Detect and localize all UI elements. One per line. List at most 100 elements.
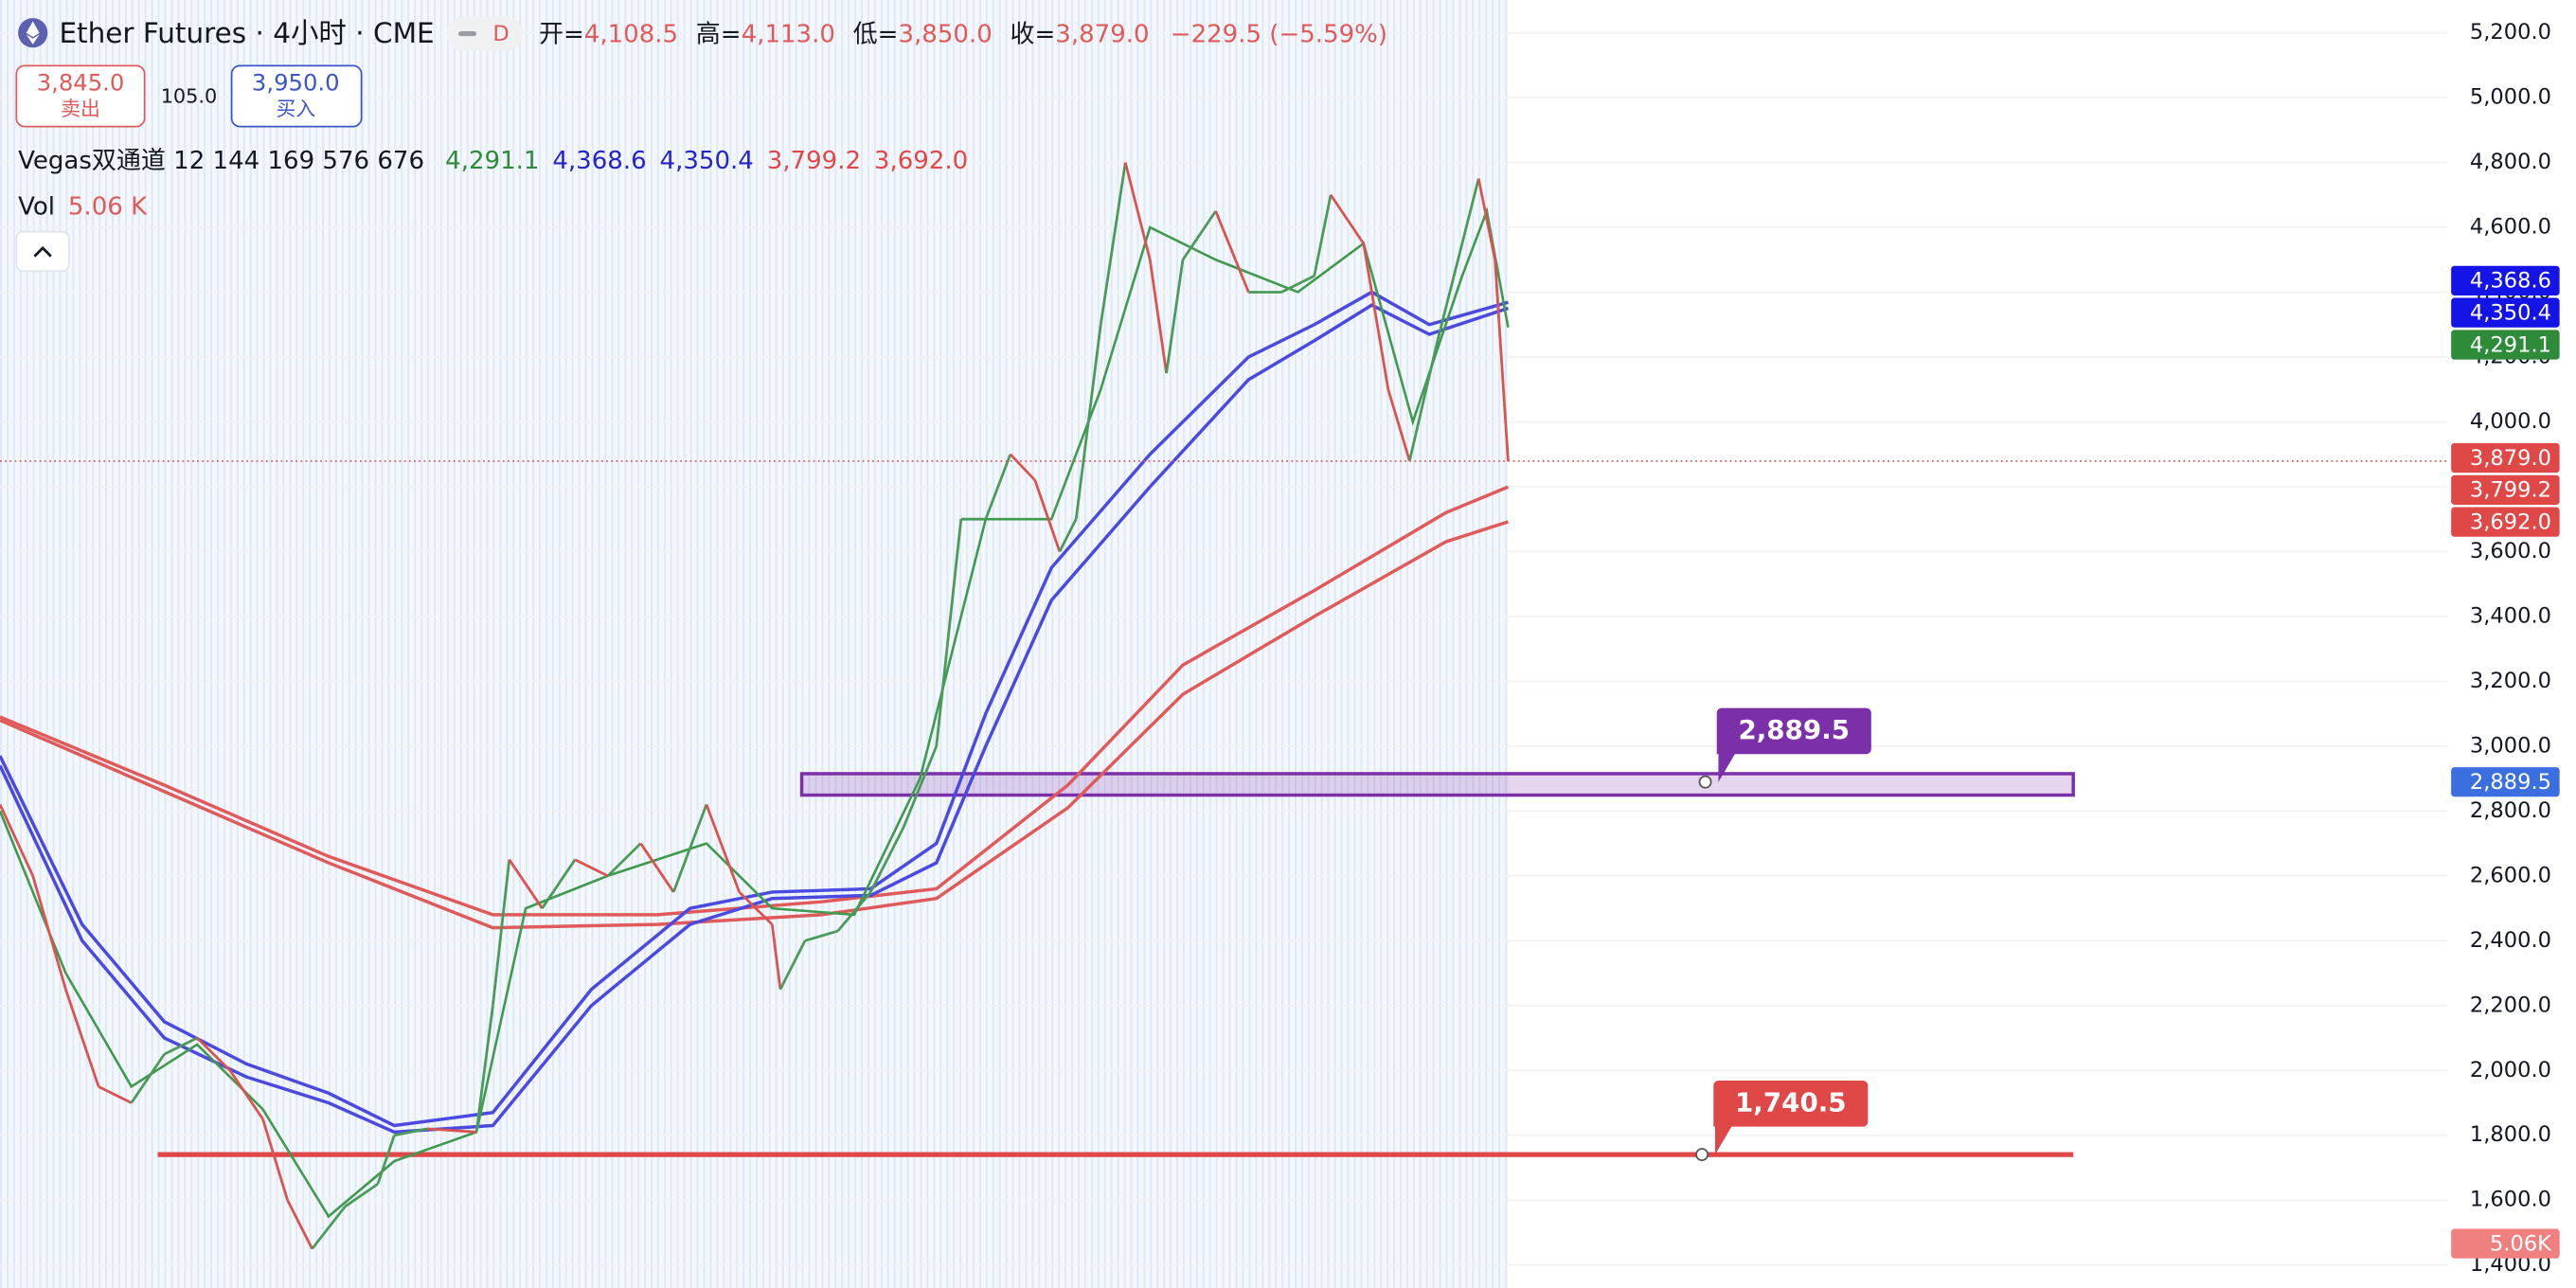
price-segment [1165, 259, 1185, 374]
indicator-value: 4,291.1 [445, 147, 539, 175]
price-segment [0, 803, 34, 877]
y-tick-label: 2,600.0 [2470, 863, 2551, 887]
y-tick-label: 4,800.0 [2470, 150, 2551, 174]
ohlc-change: −229.5 (−5.59%) [1171, 20, 1387, 48]
ohlc-label: 开= [539, 20, 584, 48]
price-segment [1494, 259, 1510, 461]
price-segment [474, 1005, 494, 1133]
price-segment [541, 858, 577, 909]
sell-price: 3,845.0 [37, 68, 125, 96]
indicator-value: 4,350.4 [660, 147, 754, 175]
price-segment [261, 1118, 289, 1201]
price-segment [671, 803, 708, 893]
level-callout-anchor [1695, 1148, 1709, 1162]
y-tick-label: 5,200.0 [2470, 20, 2551, 45]
buy-label: 买入 [276, 98, 315, 120]
badge-dash [457, 30, 477, 37]
price-tag [2451, 474, 2560, 505]
collapse-button[interactable] [15, 230, 70, 273]
sell-button[interactable] [15, 64, 146, 128]
level-callout-label: 1,740.5 [1735, 1086, 1847, 1118]
price-tag [2451, 507, 2560, 537]
y-tick-label: 3,400.0 [2470, 603, 2551, 628]
ohlc-label: 低= [853, 20, 899, 48]
y-tick-label: 2,800.0 [2470, 798, 2551, 823]
price-segment [1476, 178, 1496, 260]
price-segment [1214, 210, 1250, 294]
symbol-title: Ether Futures · 4小时 · CME [59, 17, 434, 49]
price-segment [1362, 242, 1390, 390]
price-tag-label: 3,692.0 [2470, 510, 2551, 535]
zone-callout-label: 2,889.5 [1738, 714, 1850, 745]
price-tag-label: 4,350.4 [2470, 301, 2551, 326]
price-segment [1074, 324, 1102, 520]
price-axis-background [2447, 0, 2576, 1288]
y-tick-label: 1,600.0 [2470, 1188, 2551, 1212]
buy-button[interactable] [230, 64, 363, 128]
price-segment [1436, 242, 1464, 342]
ohlc-value: 4,113.0 [742, 20, 835, 48]
price-segment [574, 858, 609, 878]
ohlc-label: 收= [1010, 20, 1055, 48]
price-segment [1058, 518, 1078, 553]
price-tag-label: 3,799.2 [2470, 478, 2551, 503]
volume-legend: Vol 5.06 K [18, 192, 148, 221]
y-tick-label: 3,200.0 [2470, 669, 2551, 693]
ohlc-value: 3,879.0 [1055, 20, 1149, 48]
price-segment [705, 803, 741, 893]
badge [446, 16, 523, 51]
y-tick-label: 2,000.0 [2470, 1058, 2551, 1082]
price-segment [130, 1053, 166, 1104]
price-segment [1386, 388, 1411, 461]
price-segment [1123, 162, 1152, 260]
indicator-line [0, 520, 1509, 930]
y-tick-label: 1,800.0 [2470, 1122, 2551, 1147]
session-background [0, 0, 1509, 1288]
price-segment [1313, 194, 1333, 277]
price-tag-label: 4,368.6 [2470, 269, 2551, 294]
indicator-value: 4,368.6 [552, 147, 646, 175]
price-segment [394, 1127, 428, 1137]
sell-label: 卖出 [61, 98, 100, 120]
price-tag [2451, 767, 2560, 797]
indicator-line [0, 303, 1509, 1135]
price-segment [1033, 479, 1062, 552]
price-segment [376, 1135, 396, 1185]
symbol-icon-glyph [26, 21, 40, 45]
collapse-icon [33, 245, 52, 258]
volume-tag [2451, 1228, 2560, 1259]
spread: 105.0 [161, 84, 218, 107]
price-segment [98, 1085, 133, 1104]
price-segment [1181, 210, 1217, 261]
y-tick-label: 3,600.0 [2470, 539, 2551, 564]
buy-price: 3,950.0 [252, 68, 340, 96]
price-segment [836, 891, 872, 932]
price-tag [2451, 297, 2560, 328]
price-segment [606, 842, 642, 877]
price-tag [2451, 442, 2560, 474]
price-segment [31, 875, 67, 991]
volume-value: 5.06 K [68, 192, 148, 221]
price-segment [344, 1182, 379, 1208]
indicator-legend: Vegas双通道 12 144 169 576 676 4,291.1 4,368… [18, 147, 968, 175]
price-segment [778, 939, 807, 991]
price-segment [639, 842, 675, 893]
price-segment [770, 923, 782, 990]
ohlc-value: 4,108.5 [584, 20, 678, 48]
price-segment [1408, 340, 1440, 461]
price-segment [1329, 194, 1365, 244]
zone-callout-box [1716, 707, 1871, 782]
ohlc-label: 高= [696, 20, 742, 48]
volume-tag-label: 5.06K [2490, 1232, 2552, 1257]
price-segment [1148, 259, 1169, 374]
price-segment [1460, 178, 1480, 244]
price-segment [64, 989, 100, 1087]
price-segment [426, 1127, 477, 1134]
price-segment [311, 1206, 347, 1250]
ohlc-value: 3,850.0 [898, 20, 992, 48]
price-segment [492, 859, 511, 1006]
price-tag [2451, 330, 2560, 360]
zone [799, 772, 2075, 797]
zone-callout-anchor [1698, 775, 1712, 789]
